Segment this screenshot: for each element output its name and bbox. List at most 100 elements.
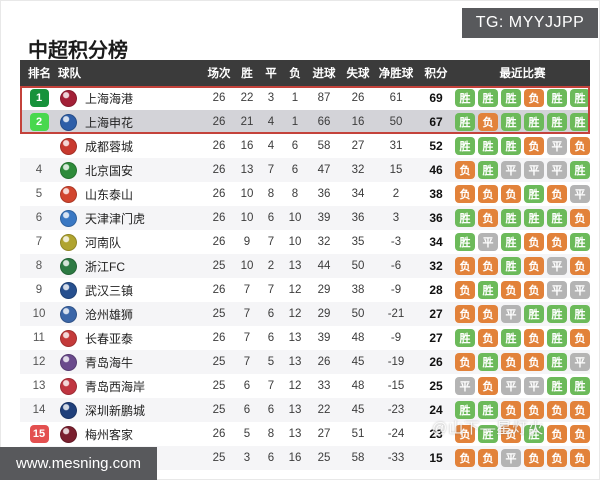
stat-goal-diff: -24 [387, 428, 405, 440]
stat-goals-for: 29 [317, 308, 331, 320]
match-result-badge: 胜 [524, 305, 544, 323]
stat-played: 26 [212, 284, 226, 296]
rank-cell: 8 [20, 260, 58, 272]
match-result-badge: 胜 [455, 233, 475, 251]
team-cell: 河南队 [58, 233, 203, 251]
match-result-badge: 平 [547, 161, 567, 179]
match-result-badge: 胜 [501, 137, 521, 155]
stat-played: 25 [212, 380, 226, 392]
stat-draws: 4 [267, 116, 275, 128]
rank-number: 5 [35, 188, 43, 200]
match-result-badge: 负 [478, 113, 498, 131]
team-logo [60, 137, 77, 155]
match-result-badge: 负 [524, 137, 544, 155]
stat-losses: 6 [291, 140, 299, 152]
stat-wins: 7 [243, 356, 251, 368]
match-result-badge: 负 [455, 161, 475, 179]
match-result-badge: 平 [570, 185, 590, 203]
team-name: 深圳新鹏城 [85, 403, 146, 418]
match-result-badge: 负 [524, 449, 544, 467]
match-result-badge: 负 [570, 449, 590, 467]
match-result-badge: 负 [455, 281, 475, 299]
match-result-badge: 胜 [455, 113, 475, 131]
site-watermark-text: www.mesning.com [15, 455, 142, 472]
match-result-badge: 胜 [478, 89, 498, 107]
stat-goals-for: 58 [317, 140, 331, 152]
stat-wins: 9 [243, 236, 251, 248]
match-result-badge: 胜 [501, 257, 521, 275]
stat-losses: 13 [288, 428, 302, 440]
table-row: 1 上海海港 26 22 3 1 87 26 61 69 胜胜胜负胜胜 [20, 86, 590, 110]
stat-goals-against: 45 [351, 404, 365, 416]
match-result-badge: 胜 [570, 113, 590, 131]
recent-results: 胜胜胜负平负 [455, 137, 593, 155]
match-result-badge: 胜 [478, 281, 498, 299]
col-header-recent: 最近比赛 [499, 68, 546, 80]
col-header-team: 球队 [58, 68, 81, 80]
team-logo [60, 161, 77, 179]
match-result-badge: 负 [455, 185, 475, 203]
stat-losses: 6 [291, 164, 299, 176]
recent-results: 胜负胜负胜负 [455, 329, 593, 347]
rank-badge: 15 [29, 425, 49, 443]
team-cell: 武汉三镇 [58, 281, 203, 299]
stat-losses: 12 [288, 308, 302, 320]
stat-losses: 13 [288, 404, 302, 416]
rank-cell: 2 [20, 113, 58, 131]
stat-played: 25 [212, 308, 226, 320]
rank-cell: 7 [20, 236, 58, 248]
stat-goals-against: 50 [351, 260, 365, 272]
match-result-badge: 负 [501, 185, 521, 203]
col-header-goals-for: 进球 [312, 68, 336, 80]
recent-results: 负胜平平平胜 [455, 161, 593, 179]
recent-results: 胜平胜负负胜 [455, 233, 593, 251]
match-result-badge: 胜 [547, 377, 567, 395]
rank-badge: 1 [29, 89, 49, 107]
team-name: 上海海港 [85, 91, 134, 106]
table-row: 14 深圳新鹏城 25 6 6 13 22 45 -23 24 胜胜负负负负 [20, 398, 590, 422]
match-result-badge: 胜 [455, 209, 475, 227]
stat-goal-diff: -9 [390, 284, 402, 296]
stat-played: 25 [212, 260, 226, 272]
stat-wins: 10 [240, 260, 254, 272]
stat-goal-diff: -21 [387, 308, 405, 320]
stat-draws: 6 [267, 332, 275, 344]
table-row: 7 河南队 26 9 7 10 32 35 -3 34 胜平胜负负胜 [20, 230, 590, 254]
stat-played: 26 [212, 236, 226, 248]
table-row: 2 上海申花 26 21 4 1 66 16 50 67 胜负胜胜胜胜 [20, 110, 590, 134]
stat-goals-against: 34 [351, 188, 365, 200]
team-name: 天津津门虎 [85, 211, 146, 226]
rank-number: 14 [32, 404, 46, 416]
col-header-goal-diff: 净胜球 [378, 68, 414, 80]
col-header-goals-against: 失球 [346, 68, 370, 80]
match-result-badge: 胜 [478, 137, 498, 155]
match-result-badge: 平 [524, 161, 544, 179]
match-result-badge: 负 [570, 137, 590, 155]
stat-goal-diff: 2 [392, 188, 400, 200]
stat-losses: 1 [291, 92, 299, 104]
standings-table: 排名 球队 场次 胜 平 负 进球 失球 净胜球 积分 最近比赛 1 上海海港 26… [20, 60, 590, 470]
team-name: 梅州客家 [85, 427, 134, 442]
rank-cell: 6 [20, 212, 58, 224]
stat-draws: 2 [267, 260, 275, 272]
team-name: 浙江FC [85, 259, 125, 274]
match-result-badge: 胜 [570, 377, 590, 395]
stat-draws: 7 [267, 236, 275, 248]
stat-played: 26 [212, 116, 226, 128]
table-row: 4 北京国安 26 13 7 6 47 32 15 46 负胜平平平胜 [20, 158, 590, 182]
team-logo [60, 425, 77, 443]
rank-cell: 10 [20, 308, 58, 320]
match-result-badge: 负 [478, 377, 498, 395]
team-cell: 长春亚泰 [58, 329, 203, 347]
match-result-badge: 胜 [501, 329, 521, 347]
stat-points: 67 [429, 115, 443, 129]
stat-goals-against: 58 [351, 452, 365, 464]
team-cell: 成都蓉城 [58, 137, 203, 155]
stat-draws: 5 [267, 356, 275, 368]
stat-wins: 5 [243, 428, 251, 440]
table-row: 成都蓉城 26 16 4 6 58 27 31 52 胜胜胜负平负 [20, 134, 590, 158]
stat-points: 46 [429, 163, 443, 177]
match-result-badge: 负 [478, 329, 498, 347]
stat-goals-for: 25 [317, 452, 331, 464]
stat-wins: 10 [240, 188, 254, 200]
